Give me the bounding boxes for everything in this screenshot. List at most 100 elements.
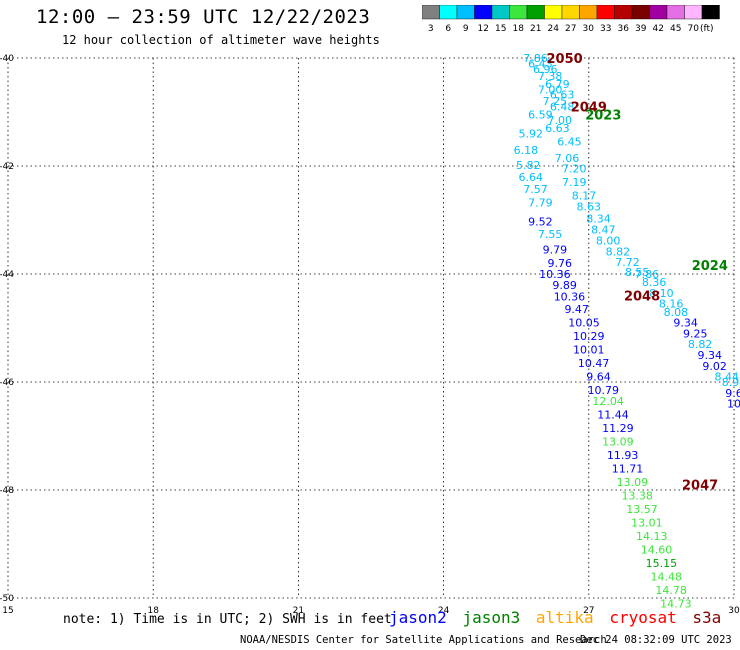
wave-height-point: 13.09 [617, 476, 649, 489]
y-tick-label: -50 [0, 594, 14, 604]
color-label: 36 [618, 24, 630, 34]
y-tick-label: -42 [0, 162, 14, 172]
wave-height-point: 10.79 [588, 384, 620, 397]
color-label: 6 [445, 24, 451, 34]
wave-height-point: 14.13 [636, 530, 668, 543]
wave-height-point: 10.36 [554, 291, 586, 304]
color-label: 39 [635, 24, 647, 34]
wave-height-point: 9.6 [725, 387, 740, 400]
wave-height-point: 7.19 [562, 176, 587, 189]
wave-height-point: 7.55 [538, 228, 563, 241]
color-label: 21 [530, 24, 541, 34]
color-label: 30 [583, 24, 595, 34]
wave-height-point: 8.82 [606, 245, 631, 258]
wave-height-point: 14.48 [650, 570, 682, 583]
wave-height-point: 12.04 [592, 395, 624, 408]
color-legend: 3 6 9 12 15 18 21 24 27 30 33 36 39 42 45 70 (ft) [422, 5, 720, 34]
wave-height-point: 11.93 [607, 449, 639, 462]
color-label: 15 [495, 24, 506, 34]
wave-height-point: 6.64 [518, 171, 543, 184]
satellite-legend-item: jason3 [462, 608, 521, 627]
color-label: 27 [565, 24, 576, 34]
wave-height-point: 13.09 [602, 435, 634, 448]
satellite-legend: jason2 jason3 altika cryosat s3a [389, 608, 727, 627]
timestamp: Dec 24 08:32:09 UTC 2023 [580, 634, 732, 646]
wave-height-point: 9.34 [673, 317, 698, 330]
wave-height-point: 14.78 [655, 584, 687, 597]
credit-text: NOAA/NESDIS Center for Satellite Applica… [240, 634, 607, 646]
wave-height-point: 8.08 [664, 306, 689, 319]
color-label: 9 [463, 24, 469, 34]
wave-height-point: 6.59 [528, 109, 553, 122]
wave-height-point: 7.00 [538, 83, 563, 96]
color-label: 45 [670, 24, 681, 34]
y-tick-label: -44 [0, 270, 14, 280]
wave-height-point: 8.94 [722, 376, 740, 389]
x-tick-label: 18 [147, 606, 159, 616]
pass-time-label: 2050 [547, 52, 583, 67]
color-label: 70 [688, 24, 700, 34]
x-tick-label: 24 [438, 606, 450, 616]
color-swatch [701, 5, 720, 20]
y-tick-label: -40 [0, 54, 14, 64]
grid [7, 57, 735, 599]
wave-height-point: 10.36 [539, 268, 571, 281]
wave-height-point: 6.79 [545, 78, 570, 91]
pass-time-label: 2048 [624, 290, 660, 305]
wave-height-point: 8.34 [586, 212, 611, 225]
wave-height-point: 10 [727, 398, 740, 411]
wave-height-point: 8.10 [649, 287, 674, 300]
wave-height-point: 7.20 [562, 163, 587, 176]
wave-height-point: 8.82 [688, 338, 713, 351]
chart-title: 12:00 – 23:59 UTC 12/22/2023 [36, 6, 371, 28]
wave-height-point: 14.73 [660, 597, 692, 610]
wave-height-point: 10.05 [568, 317, 600, 330]
y-tick-label: -48 [0, 486, 14, 496]
wave-height-point: 13.01 [631, 516, 663, 529]
wave-height-point: 11.29 [602, 422, 634, 435]
wave-height-point: 10.29 [573, 330, 605, 343]
wave-height-point: 9.79 [543, 244, 568, 257]
x-tick-label: 15 [2, 606, 13, 616]
wave-height-point: 15.15 [646, 557, 678, 570]
wave-height-point: 5.92 [518, 128, 543, 141]
wave-height-point: 9.89 [552, 279, 577, 292]
color-label: (ft) [700, 24, 714, 34]
wave-height-point: 7.25 [543, 95, 568, 108]
wave-height-point: 6.18 [514, 144, 539, 157]
wave-height-point: 7.86 [635, 268, 660, 281]
footer-note: note: 1) Time is in UTC; 2) SWH is in fe… [63, 612, 392, 627]
color-label: 3 [428, 24, 434, 34]
pass-time-label: 2024 [692, 259, 728, 274]
color-label: 33 [600, 24, 611, 34]
wave-height-point: 11.44 [597, 408, 629, 421]
chart-subtitle: 12 hour collection of altimeter wave hei… [62, 33, 380, 47]
pass-time-label: 2047 [682, 479, 718, 494]
wave-height-point: 8.44 [714, 371, 739, 384]
wave-height-point: 10.47 [578, 357, 610, 370]
satellite-legend-item: jason2 [389, 608, 447, 627]
wave-height-point: 10.01 [573, 344, 605, 357]
wave-height-point: 13.38 [621, 489, 653, 502]
x-tick-label: 27 [583, 606, 594, 616]
wave-height-point: 9.76 [548, 257, 573, 270]
wave-height-point: 8.36 [642, 276, 667, 289]
wave-height-point: 6.63 [550, 89, 575, 102]
color-label: 24 [548, 24, 560, 34]
wave-height-point: 7.72 [615, 256, 640, 269]
wave-height-point: 8.17 [572, 190, 597, 203]
x-tick-label: 30 [728, 606, 740, 616]
pass-time-label: 2023 [585, 109, 621, 124]
wave-height-point: 8.16 [659, 298, 684, 311]
wave-height-point: 8.63 [577, 201, 602, 214]
wave-height-point: 7.86 [523, 52, 548, 65]
wave-height-point: 8.55 [625, 266, 650, 279]
wave-height-point: 7.57 [523, 183, 548, 196]
wave-height-point: 6.45 [557, 136, 582, 149]
wave-height-point: 5.82 [516, 159, 541, 172]
wave-height-point: 9.25 [683, 327, 708, 340]
wave-height-point: 9.64 [586, 371, 611, 384]
wave-height-point: 8.47 [591, 224, 616, 237]
wave-height-point: 7.38 [538, 70, 563, 83]
